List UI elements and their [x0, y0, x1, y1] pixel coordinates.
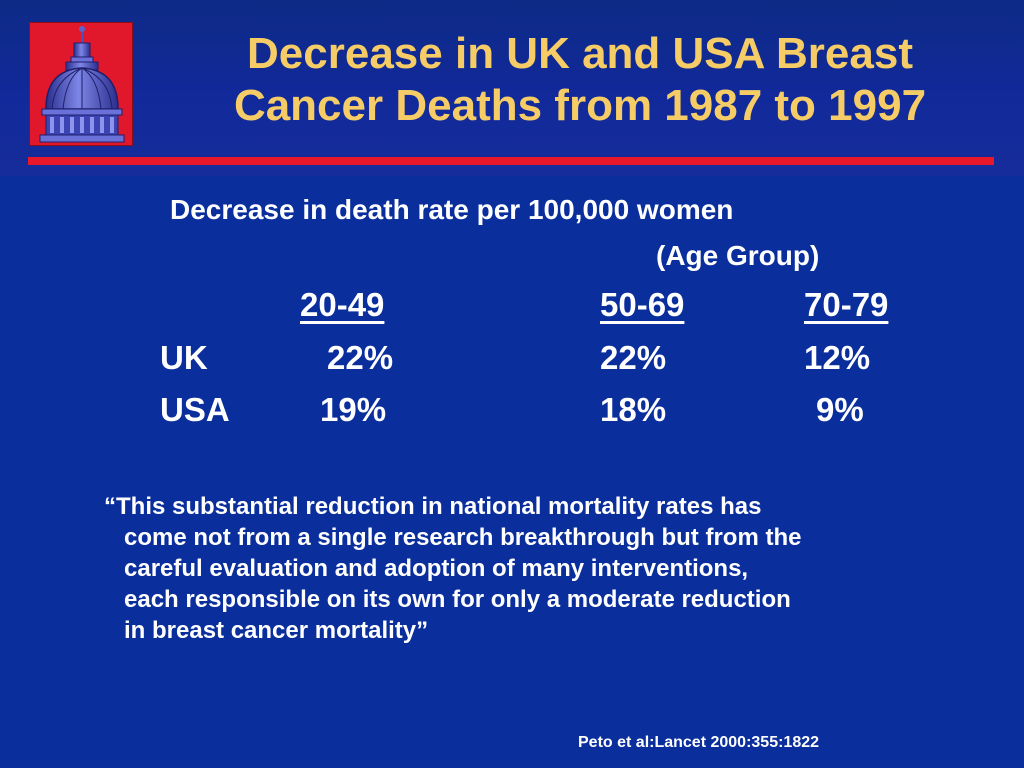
table-cell: 22% [327, 339, 394, 376]
quote-text: “This substantial reduction in national … [104, 493, 802, 644]
table-cell: 22% [600, 339, 667, 376]
capitol-dome-icon [29, 22, 133, 146]
row-label-usa: USA [160, 391, 230, 428]
table-cell: 9% [816, 391, 864, 428]
row-label-uk: UK [160, 339, 208, 376]
citation: Peto et al:Lancet 2000:355:1822 [578, 734, 820, 751]
table-subtitle: Decrease in death rate per 100,000 women [170, 194, 734, 225]
column-header: 50-69 [600, 286, 685, 323]
table-cell: 12% [804, 339, 871, 376]
column-header: 20-49 [300, 286, 385, 323]
age-group-label: (Age Group) [656, 240, 820, 271]
slide-header: Decrease in UK and USA Breast Cancer Dea… [0, 0, 1024, 176]
title-divider [28, 157, 994, 165]
column-header: 70-79 [804, 286, 889, 323]
slide-title: Decrease in UK and USA Breast Cancer Dea… [150, 28, 1010, 132]
table-cell: 18% [600, 391, 667, 428]
table-cell: 19% [320, 391, 387, 428]
title-line-2: Cancer Deaths from 1987 to 1997 [233, 81, 927, 130]
title-line-1: Decrease in UK and USA Breast [247, 29, 913, 78]
